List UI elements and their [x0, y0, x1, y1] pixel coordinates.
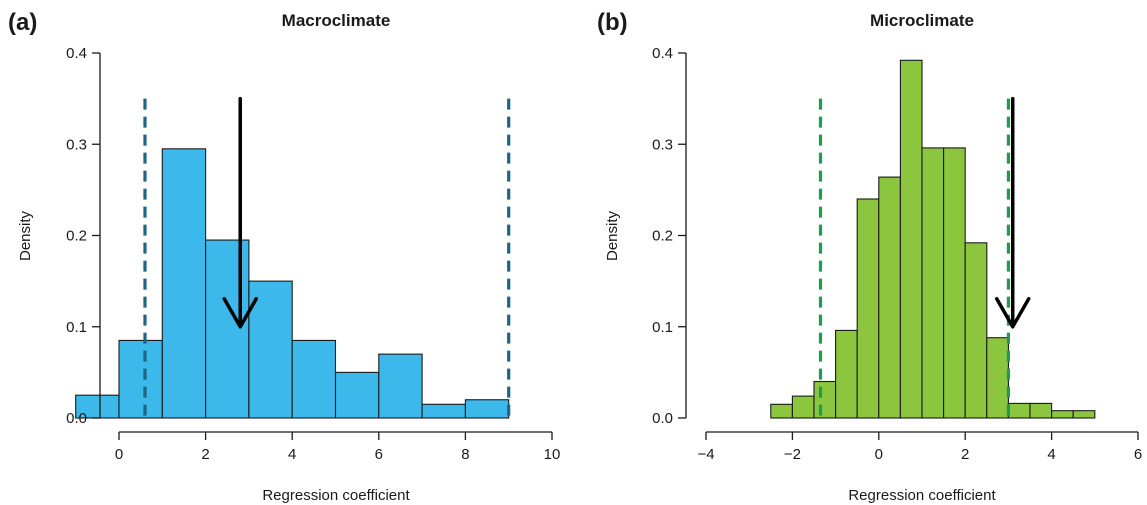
y-tick-label: 0.2 — [66, 228, 87, 245]
x-tick-label: 6 — [1134, 446, 1142, 463]
histogram-bar — [835, 329, 858, 419]
x-tick-label: −2 — [784, 446, 801, 463]
arrows — [994, 96, 1031, 329]
y-tick-label: 0.3 — [66, 136, 87, 153]
x-tick-label: 0 — [115, 446, 123, 463]
panel-macroclimate: (a) Macroclimate Density Regression coef… — [8, 9, 560, 504]
x-tick-label: 4 — [1047, 446, 1055, 463]
y-axis-label: Density — [17, 210, 34, 261]
x-tick-label: 2 — [201, 446, 209, 463]
x-tick-label: 4 — [288, 446, 296, 463]
histogram-bar — [464, 399, 510, 419]
arrows — [222, 96, 258, 329]
bars — [770, 59, 1096, 419]
histogram-bar — [378, 353, 423, 419]
x-tick-label: 10 — [544, 446, 561, 463]
panel-label: (a) — [8, 9, 37, 36]
y-tick-label: 0.4 — [66, 45, 87, 62]
histogram-bar — [421, 403, 466, 419]
histogram-bar — [1051, 410, 1074, 419]
x-tick-label: −4 — [697, 446, 714, 463]
x-tick-label: 2 — [961, 446, 969, 463]
panel-microclimate: (b) Microclimate Density Regression coef… — [597, 9, 1142, 504]
bars — [75, 148, 510, 419]
axes: 0.0 0.1 0.2 0.3 0.4 0 2 4 6 8 10 — [66, 45, 560, 463]
axes: 0.0 0.1 0.2 0.3 0.4 −4 −2 0 2 4 6 — [652, 45, 1142, 463]
y-tick-label: 0.4 — [652, 45, 673, 62]
histogram-bar — [161, 148, 207, 419]
y-tick-label: 0.1 — [66, 319, 87, 336]
y-tick-label: 0.1 — [652, 319, 673, 336]
y-tick-label: 0.0 — [66, 410, 87, 427]
x-tick-label: 6 — [375, 446, 383, 463]
histogram-bar — [770, 403, 793, 419]
chart-title: Macroclimate — [282, 11, 391, 30]
x-axis-label: Regression coefficient — [262, 487, 410, 504]
histogram-bar — [943, 147, 966, 419]
histogram-bar — [1007, 402, 1031, 419]
histogram-bar — [205, 239, 250, 419]
histogram-bar — [986, 337, 1009, 419]
histogram-bar — [964, 242, 988, 419]
y-axis-label: Density — [604, 210, 621, 261]
histogram-bar — [878, 176, 901, 419]
histogram-bar — [1029, 402, 1053, 419]
histogram-bar — [899, 59, 923, 419]
y-tick-label: 0.2 — [652, 228, 673, 245]
x-tick-label: 0 — [875, 446, 883, 463]
chart-title: Microclimate — [870, 11, 974, 30]
histogram-bar — [118, 339, 163, 419]
histogram-bar — [813, 380, 837, 419]
observed-value-arrow — [222, 96, 258, 329]
panel-label: (b) — [597, 9, 628, 36]
histogram-bar — [921, 147, 945, 419]
y-tick-label: 0.0 — [652, 410, 673, 427]
x-tick-label: 8 — [461, 446, 469, 463]
x-axis-label: Regression coefficient — [848, 487, 996, 504]
histogram-bar — [1072, 410, 1096, 419]
histogram-bar — [334, 371, 380, 419]
histogram-bar — [856, 198, 880, 419]
histogram-bar — [291, 339, 337, 419]
histogram-bar — [791, 395, 815, 419]
y-tick-label: 0.3 — [652, 136, 673, 153]
observed-value-arrow — [994, 96, 1031, 329]
histogram-bar — [248, 280, 293, 419]
